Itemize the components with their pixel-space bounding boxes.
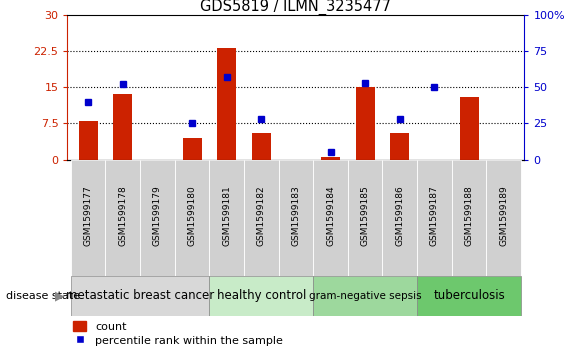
Bar (486, 160, 521, 276)
Bar (113, 94, 132, 160)
Bar (459, 97, 479, 160)
Text: healthy control: healthy control (217, 289, 306, 302)
Bar (79, 121, 98, 160)
Bar (452, 160, 486, 276)
Text: GSM1599185: GSM1599185 (361, 185, 370, 246)
Text: metastatic breast cancer: metastatic breast cancer (66, 289, 214, 302)
Text: GSM1599188: GSM1599188 (465, 185, 473, 246)
Text: GSM1599183: GSM1599183 (291, 185, 301, 246)
Text: GSM1599184: GSM1599184 (326, 185, 335, 246)
Text: GSM1599181: GSM1599181 (222, 185, 231, 246)
Bar (175, 160, 209, 276)
Bar (314, 160, 348, 276)
Bar (348, 160, 383, 276)
Bar (356, 87, 374, 160)
Legend: count, percentile rank within the sample: count, percentile rank within the sample (73, 321, 283, 346)
Text: ▶: ▶ (55, 289, 64, 302)
Text: gram-negative sepsis: gram-negative sepsis (309, 291, 421, 301)
Text: tuberculosis: tuberculosis (433, 289, 505, 302)
Bar (314, 276, 417, 316)
Bar (71, 160, 105, 276)
Bar (383, 160, 417, 276)
Text: GSM1599187: GSM1599187 (430, 185, 439, 246)
Text: GSM1599180: GSM1599180 (188, 185, 196, 246)
Bar (244, 160, 278, 276)
Bar (390, 133, 410, 160)
Bar (417, 276, 521, 316)
Text: GSM1599189: GSM1599189 (499, 185, 508, 246)
Bar (105, 160, 140, 276)
Text: GSM1599182: GSM1599182 (257, 185, 266, 246)
Bar (209, 160, 244, 276)
Bar (321, 157, 340, 160)
Bar (71, 276, 209, 316)
Text: GSM1599179: GSM1599179 (153, 185, 162, 246)
Bar (217, 48, 236, 160)
Bar (140, 160, 175, 276)
Bar (417, 160, 452, 276)
Bar (182, 138, 202, 160)
Title: GDS5819 / ILMN_3235477: GDS5819 / ILMN_3235477 (200, 0, 391, 15)
Text: disease state: disease state (6, 291, 80, 301)
Text: GSM1599178: GSM1599178 (118, 185, 127, 246)
Bar (252, 133, 271, 160)
Bar (209, 276, 314, 316)
Text: GSM1599186: GSM1599186 (396, 185, 404, 246)
Text: GSM1599177: GSM1599177 (84, 185, 93, 246)
Bar (278, 160, 314, 276)
